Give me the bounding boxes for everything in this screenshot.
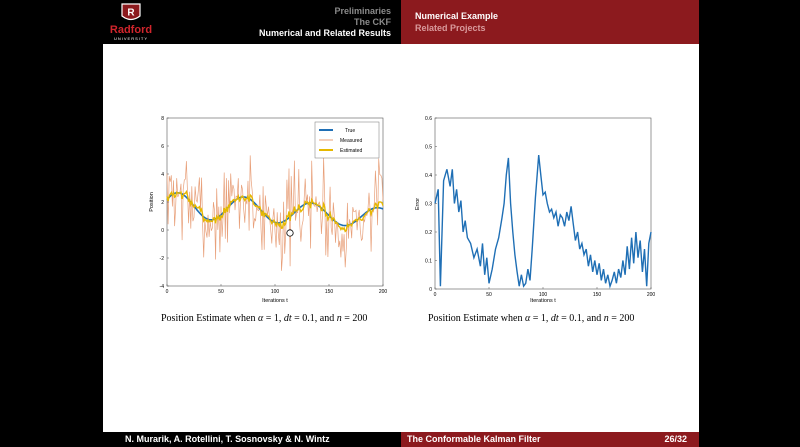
caption-right-prefix: Position Estimate when xyxy=(428,313,523,324)
footer-authors: N. Murarik, A. Rotellini, T. Sosnovsky &… xyxy=(125,434,330,444)
logo-wordmark: Radford xyxy=(110,24,152,36)
caption-right-dt: dt xyxy=(550,313,559,324)
position-chart: 0 50 100 150 200 -4 -2 0 2 4 6 8 True Measured Esti… xyxy=(149,116,388,304)
header-left: R Radford UNIVERSITY Preliminaries The C… xyxy=(103,0,401,44)
chart1-ytick-label: 6 xyxy=(161,144,164,150)
nav-the-ckf[interactable]: The CKF xyxy=(354,17,391,27)
chart1-ytick-label: -2 xyxy=(160,256,165,262)
mouse-cursor-icon xyxy=(286,229,294,237)
chart1-legend: True Measured Estimated xyxy=(314,121,380,159)
chart2-xtick-label: 100 xyxy=(539,292,548,298)
caption-left-prefix: Position Estimate when xyxy=(161,313,256,324)
chart2-xtick-label: 0 xyxy=(434,292,437,298)
chart2-ytick-label: 0 xyxy=(429,287,432,293)
caption-left: Position Estimate when α = 1, dt = 0.1, … xyxy=(161,313,367,324)
caption-left-dt: dt xyxy=(283,313,292,324)
caption-right-n-val: = 200 xyxy=(608,313,635,324)
page-number: 26/32 xyxy=(664,434,687,444)
chart2-ytick-label: 0.2 xyxy=(425,230,432,236)
caption-left-n-val: = 200 xyxy=(341,313,368,324)
chart2-ytick-label: 0.1 xyxy=(425,258,432,264)
caption-right: Position Estimate when α = 1, dt = 0.1, … xyxy=(428,313,634,324)
chart2-ylabel: Error xyxy=(415,198,421,210)
nav-numerical-results[interactable]: Numerical and Related Results xyxy=(258,28,391,38)
radford-logo: R Radford UNIVERSITY xyxy=(110,3,152,41)
chart1-xtick-label: 0 xyxy=(166,289,169,295)
legend-true: True xyxy=(345,128,355,134)
series-error xyxy=(434,155,652,289)
chart1-ytick-label: -4 xyxy=(160,284,165,290)
caption-left-alpha: α xyxy=(257,313,264,324)
footer-title: The Conformable Kalman Filter xyxy=(407,434,541,444)
chart2-ytick-label: 0.3 xyxy=(425,201,432,207)
chart1-xtick-label: 200 xyxy=(379,289,388,295)
header-right: Numerical Example Related Projects xyxy=(401,0,699,44)
chart2-xtick-label: 150 xyxy=(593,292,602,298)
chart2-ytick-label: 0.6 xyxy=(425,116,432,122)
caption-left-alpha-val: = 1, xyxy=(263,313,284,324)
chart1-ytick-label: 0 xyxy=(161,228,164,234)
caption-right-alpha-val: = 1, xyxy=(530,313,551,324)
chart2-xtick-label: 200 xyxy=(647,292,656,298)
logo-shield xyxy=(121,3,141,21)
footer-right: The Conformable Kalman Filter 26/32 xyxy=(401,432,699,447)
legend-measured: Measured xyxy=(340,138,362,144)
chart2-ytick-label: 0.5 xyxy=(425,144,432,150)
caption-right-alpha: α xyxy=(524,313,531,324)
chart2-xtick-label: 50 xyxy=(486,292,492,298)
chart1-ytick-label: 8 xyxy=(161,116,164,122)
series-measured xyxy=(166,155,384,271)
slide: R Radford UNIVERSITY Preliminaries The C… xyxy=(103,0,699,447)
nav-related-projects[interactable]: Related Projects xyxy=(415,23,486,33)
logo-initial: R xyxy=(127,8,135,19)
nav-preliminaries[interactable]: Preliminaries xyxy=(334,6,391,16)
chart2-axes-box xyxy=(434,117,652,290)
chart1-xtick-label: 100 xyxy=(271,289,280,295)
chart2-ytick-label: 0.4 xyxy=(425,173,432,179)
chart1-ytick-label: 2 xyxy=(161,200,164,206)
chart1-ytick-label: 4 xyxy=(161,172,164,178)
series-estimated xyxy=(166,189,384,233)
caption-right-n: n xyxy=(603,313,609,324)
caption-left-n: n xyxy=(336,313,342,324)
chart1-xlabel: Iterations t xyxy=(262,298,288,304)
legend-estimated: Estimated xyxy=(340,148,362,154)
chart1-xtick-label: 150 xyxy=(325,289,334,295)
chart2-xlabel: Iterations t xyxy=(530,298,556,304)
caption-right-dt-val: = 0.1, and xyxy=(558,313,604,324)
chart1-xtick-label: 50 xyxy=(218,289,224,295)
nav-numerical-example[interactable]: Numerical Example xyxy=(415,11,499,21)
chart1-ylabel: Position xyxy=(149,192,155,212)
error-chart: 0 50 100 150 200 0 0.1 0.2 0.3 0.4 0.5 0.6 Iteratio… xyxy=(415,116,656,304)
caption-left-dt-val: = 0.1, and xyxy=(291,313,337,324)
footer-left: N. Murarik, A. Rotellini, T. Sosnovsky &… xyxy=(103,432,401,447)
logo-subtext: UNIVERSITY xyxy=(114,36,148,41)
